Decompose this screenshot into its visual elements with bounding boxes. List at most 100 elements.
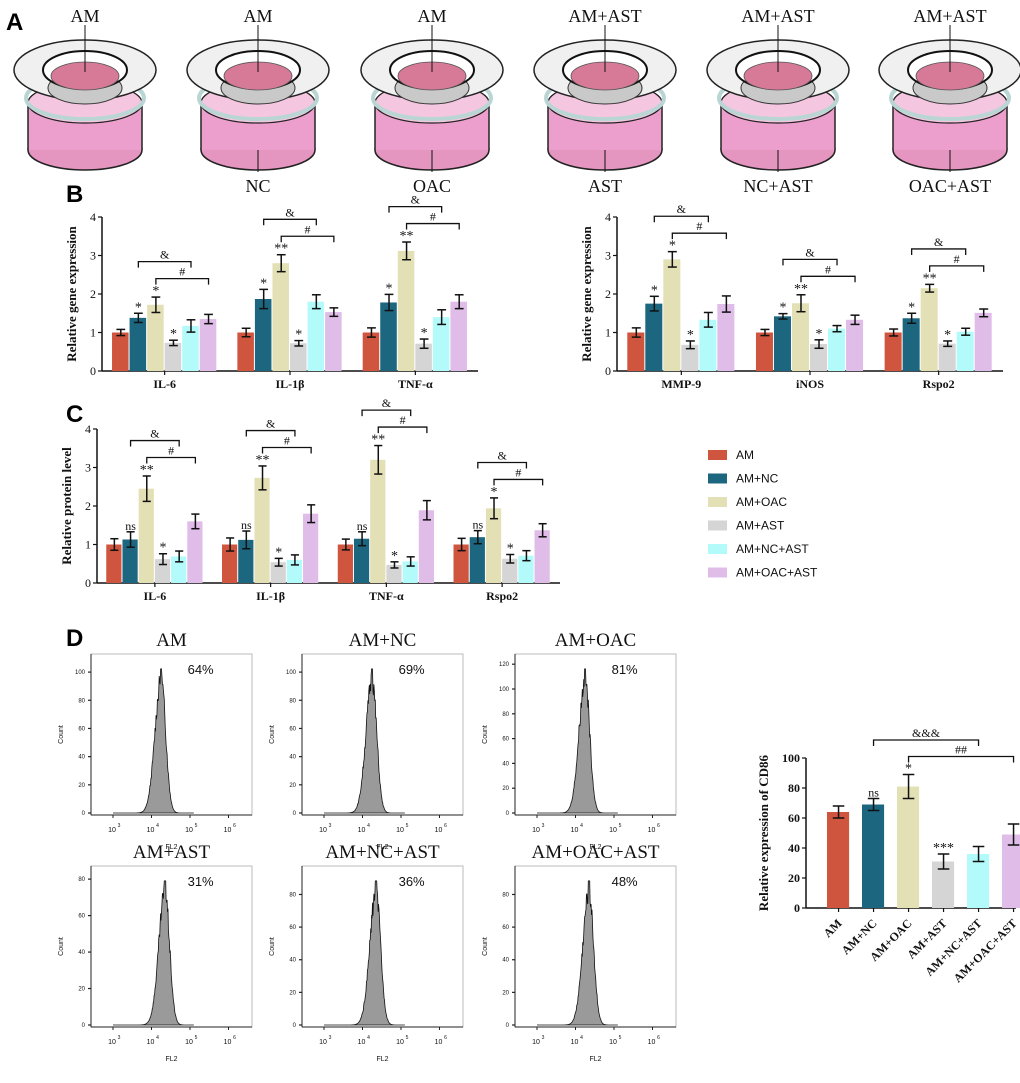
bar: [902, 318, 920, 371]
legend-item: AM+OAC+AST: [708, 566, 818, 580]
bar: [699, 319, 717, 371]
significance-bracket: [137, 261, 192, 268]
y-tick-label: 60: [289, 726, 296, 732]
histogram: AM+OAC020406080100120103104105106FL2Coun…: [482, 630, 677, 851]
panel-a-dishes: AM AM NC AM OAC AM+AST AST AM+AST NC+AST AM+AST OA…: [13, 6, 1020, 196]
x-tick-label: 10: [609, 827, 617, 834]
bar: [182, 325, 199, 371]
significance-mark: *: [386, 281, 393, 296]
y-tick-label: 1: [90, 326, 96, 340]
bracket-label: #: [515, 465, 521, 479]
x-tick-exponent: 4: [367, 1035, 370, 1041]
significance-mark: *: [687, 328, 694, 343]
y-tick-label: 80: [502, 892, 509, 898]
bracket-label: &: [382, 396, 392, 410]
significance-bracket: [129, 439, 180, 447]
y-tick-label: 2: [90, 287, 96, 301]
x-tick-label: Rspo2: [923, 377, 955, 391]
bracket-label: &: [266, 417, 276, 431]
x-tick-label: 10: [435, 827, 443, 834]
y-tick-label: 20: [502, 786, 509, 792]
x-tick-label: 10: [185, 1039, 193, 1046]
bracket-label: #: [284, 433, 290, 447]
y-tick-label: 80: [78, 877, 85, 883]
bar: [974, 312, 992, 371]
x-tick-exponent: 3: [118, 823, 121, 829]
significance-bracket: [146, 456, 197, 464]
significance-mark: *: [159, 541, 166, 556]
bar: [938, 343, 956, 371]
bar: [1002, 834, 1020, 908]
y-axis-label: Count: [269, 937, 276, 956]
x-tick-exponent: 5: [619, 1035, 622, 1041]
y-tick-label: 0: [90, 364, 96, 378]
significance-bracket: [800, 275, 856, 283]
culture-dish: AM+AST AST: [533, 6, 677, 196]
bar: [290, 343, 307, 371]
histogram-curve: [113, 668, 194, 814]
significance-mark: **: [400, 229, 414, 244]
x-tick-exponent: 3: [329, 1035, 332, 1041]
bar: [286, 559, 303, 583]
legend-swatch: [708, 450, 727, 460]
y-tick-label: 2: [85, 499, 91, 513]
significance-bracket: [261, 446, 312, 454]
legend-item: AM+AST: [708, 519, 785, 533]
y-tick-label: 60: [78, 726, 85, 732]
bar: [402, 561, 418, 583]
significance-mark: *: [295, 328, 302, 343]
bar: [171, 556, 187, 583]
histogram-curve: [113, 880, 194, 1026]
legend-item: AM+NC: [708, 472, 779, 486]
bar: [920, 288, 938, 371]
y-tick-label: 0: [506, 811, 510, 817]
bracket-label: #: [179, 265, 185, 279]
bar: [353, 538, 370, 583]
dish-top-label: AM+AST: [913, 6, 986, 26]
panel-label-c: C: [66, 401, 83, 428]
bar: [122, 539, 138, 583]
positive-percent: 81%: [612, 662, 638, 677]
x-tick-exponent: 3: [542, 823, 545, 829]
histogram-title: AM: [156, 630, 187, 651]
significance-mark: *: [944, 328, 951, 343]
y-axis-label: Count: [58, 725, 65, 744]
significance-mark: *: [260, 276, 267, 291]
legend-item: AM: [708, 448, 754, 462]
x-tick-label: Rspo2: [486, 589, 518, 603]
significance-mark: *: [816, 327, 823, 342]
x-tick-label: 10: [396, 827, 404, 834]
bar: [755, 332, 773, 371]
y-tick-label: 60: [788, 811, 800, 825]
significance-mark: ns: [357, 519, 368, 533]
bar: [828, 328, 846, 371]
dish-bottom-label: OAC+AST: [909, 176, 991, 196]
x-tick-label: 10: [648, 827, 656, 834]
bracket-label: #: [430, 210, 436, 224]
bar: [432, 317, 450, 371]
legend: AM AM+NC AM+OAC AM+AST AM+NC+AST AM+OAC+AST: [708, 448, 818, 580]
x-tick-exponent: 6: [657, 823, 660, 829]
y-tick-label: 120: [499, 662, 510, 668]
bar: [502, 558, 518, 583]
plot-frame: [514, 653, 677, 816]
bar: [303, 513, 319, 583]
x-tick-exponent: 6: [233, 823, 236, 829]
x-tick-label: 10: [358, 827, 366, 834]
y-axis-label: Count: [482, 725, 489, 744]
y-axis-label: Count: [58, 937, 65, 956]
bar: [362, 332, 380, 371]
bar: [106, 544, 122, 583]
x-tick-label: MMP-9: [661, 377, 701, 391]
significance-mark: *: [152, 284, 159, 299]
bar: [337, 544, 353, 583]
culture-dish: AM OAC: [360, 6, 504, 196]
bracket-label: #: [696, 219, 702, 233]
bar: [967, 854, 990, 908]
x-tick-exponent: 4: [367, 823, 370, 829]
bracket-label: &: [934, 235, 944, 249]
legend-label: AM+NC: [736, 472, 779, 486]
